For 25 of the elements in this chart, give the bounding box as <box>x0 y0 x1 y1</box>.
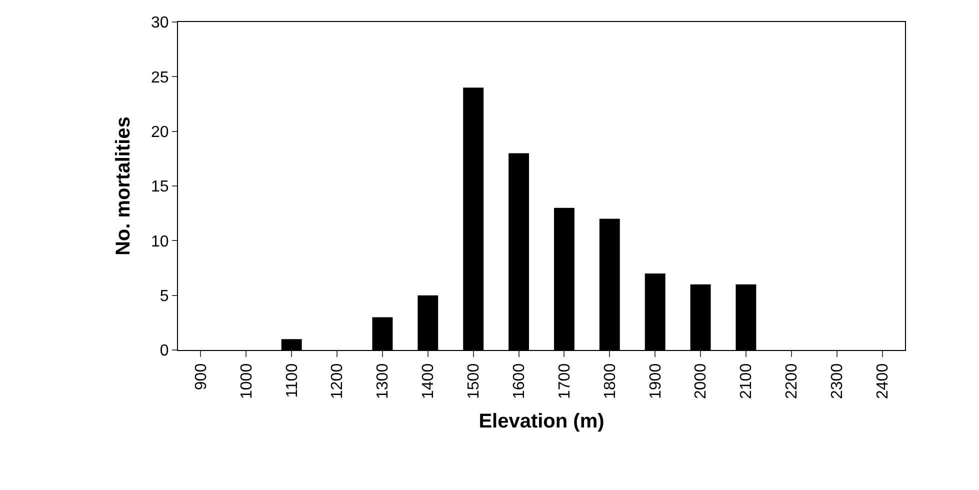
x-axis-title: Elevation (m) <box>478 410 604 432</box>
y-tick-label: 15 <box>151 178 169 196</box>
x-tick-label: 1400 <box>420 363 438 399</box>
y-tick-label: 30 <box>151 14 169 32</box>
x-tick-label: 1300 <box>374 363 392 399</box>
x-tick-label: 1800 <box>602 363 619 399</box>
x-tick-label: 2000 <box>692 363 710 399</box>
y-tick-label: 10 <box>151 233 169 250</box>
x-tick-label: 1700 <box>556 363 574 399</box>
x-tick-label: 1500 <box>466 363 483 399</box>
x-tick-label: 1900 <box>647 363 664 399</box>
x-tick-label: 1100 <box>284 363 301 398</box>
y-axis-title: No. mortalities <box>112 116 135 256</box>
y-tick-label: 20 <box>151 124 169 141</box>
x-tick-label: 1600 <box>510 363 528 399</box>
x-tick-label: 2300 <box>829 363 846 399</box>
y-tick-label: 5 <box>160 288 169 305</box>
x-tick-label: 2200 <box>784 363 801 399</box>
x-tick-label: 1200 <box>329 363 346 399</box>
y-tick-label: 25 <box>151 69 169 86</box>
x-tick-label: 2100 <box>738 363 756 399</box>
x-tick-label: 900 <box>192 363 210 390</box>
x-tick-label: 2400 <box>874 363 892 399</box>
x-tick-label: 1000 <box>238 363 256 399</box>
y-tick-label: 0 <box>160 342 169 360</box>
